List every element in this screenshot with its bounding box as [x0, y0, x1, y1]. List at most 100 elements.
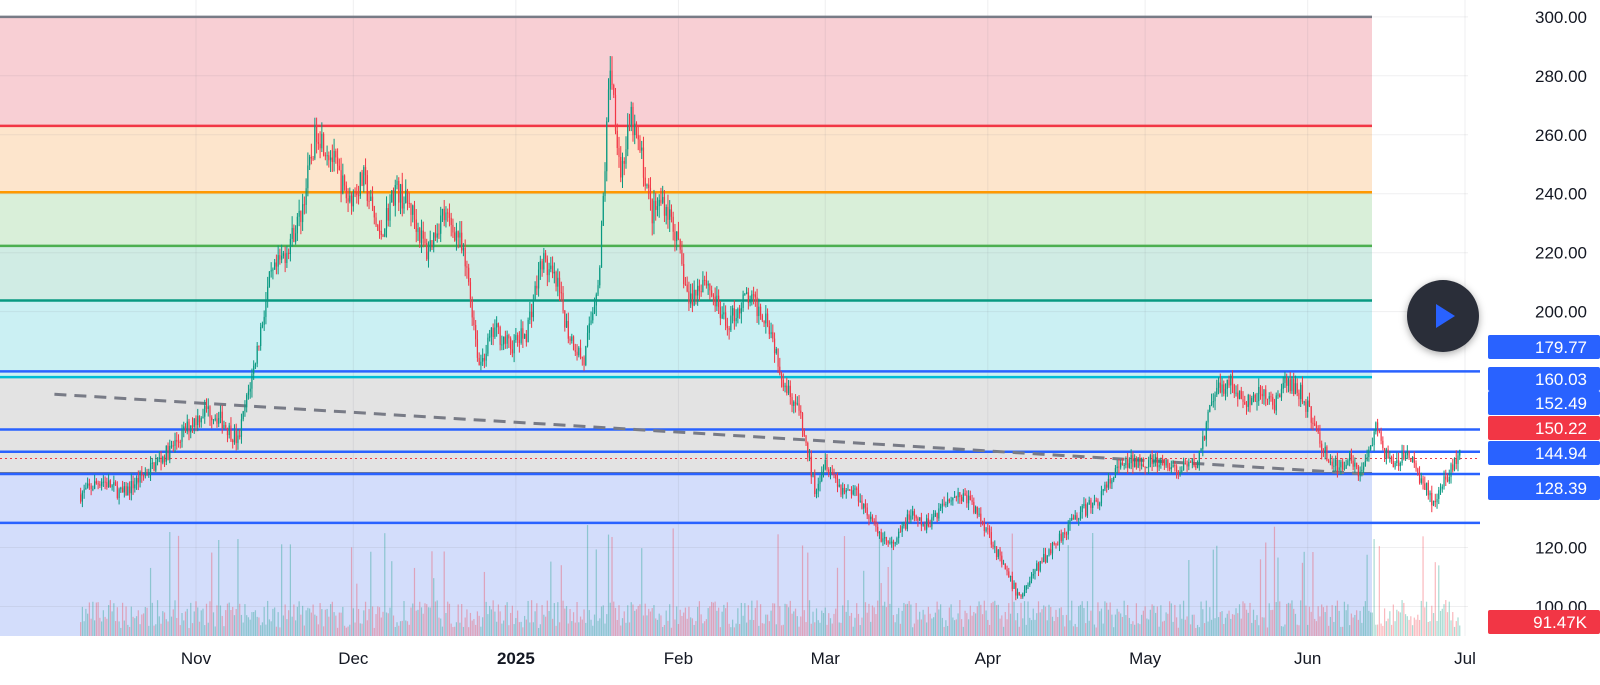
volume-bar: [637, 605, 639, 636]
candle-body: [1434, 500, 1436, 503]
candle-body: [738, 308, 741, 314]
volume-bar: [544, 616, 547, 636]
candle-body: [564, 310, 566, 328]
volume-bar: [836, 567, 839, 636]
volume-bar: [1301, 562, 1304, 636]
candle-body: [565, 320, 568, 328]
volume-bar: [1270, 610, 1272, 636]
volume-bar: [773, 603, 776, 636]
volume-bar: [763, 623, 765, 636]
volume-bar: [408, 624, 410, 636]
candle-body: [840, 484, 842, 495]
volume-bar: [249, 619, 251, 636]
candle-body: [929, 525, 931, 527]
candle-body: [1175, 466, 1178, 472]
volume-bar: [384, 533, 386, 636]
candle-body: [800, 410, 802, 414]
candle-body: [305, 188, 307, 205]
candle-body: [309, 156, 311, 166]
candle-body: [688, 291, 690, 304]
candle-body: [777, 349, 779, 367]
volume-bar: [978, 601, 980, 636]
volume-bar: [118, 621, 120, 636]
volume-bar: [1273, 526, 1276, 636]
candle-body: [618, 147, 620, 157]
candle-body: [225, 424, 227, 428]
volume-bar: [670, 627, 673, 636]
replay-play-button[interactable]: [1407, 280, 1479, 352]
candle-body: [1081, 505, 1083, 513]
volume-bar: [614, 607, 617, 636]
candle-body: [894, 542, 896, 544]
volume-bar: [711, 601, 713, 636]
volume-bar: [134, 618, 136, 636]
candle-body: [1338, 467, 1340, 471]
candle-body: [768, 326, 770, 335]
volume-bar: [270, 621, 272, 636]
volume-bar: [1226, 613, 1228, 636]
volume-bar: [747, 605, 749, 636]
volume-bar: [1282, 626, 1284, 636]
volume-bar: [494, 611, 496, 636]
candle-body: [1051, 543, 1054, 554]
volume-bar: [749, 619, 751, 636]
candle-body: [812, 475, 814, 477]
candle-body: [625, 149, 627, 164]
candle-body: [1240, 390, 1242, 400]
candle-body: [810, 456, 812, 477]
volume-bar: [770, 610, 772, 636]
candle-body: [286, 252, 288, 263]
volume-bar: [1396, 609, 1398, 636]
volume-bar: [672, 528, 674, 636]
candle-body: [520, 328, 522, 343]
volume-bar: [691, 618, 694, 636]
volume-bar: [1170, 603, 1172, 636]
volume-bar: [172, 609, 174, 636]
candle-body: [1383, 448, 1386, 459]
candle-body: [759, 306, 762, 316]
volume-bar: [1081, 601, 1083, 636]
volume-bar: [1228, 610, 1230, 636]
candle-body: [1046, 555, 1048, 563]
candle-body: [232, 440, 234, 443]
candle-body: [1317, 428, 1319, 433]
volume-bar: [740, 602, 742, 636]
volume-bar: [174, 600, 176, 636]
candle-body: [756, 297, 758, 317]
time-axis[interactable]: Nov Dec 2025 Feb Mar Apr May Jun Jul: [0, 636, 1600, 685]
volume-bar: [658, 613, 660, 636]
candle-body: [1308, 400, 1311, 407]
candle-body: [896, 538, 898, 543]
volume-bar: [766, 614, 769, 636]
volume-bar: [419, 601, 421, 636]
volume-bar: [705, 619, 708, 636]
volume-bar: [607, 534, 610, 636]
volume-bar: [946, 625, 949, 636]
candle-body: [452, 224, 454, 233]
volume-bar: [1401, 600, 1403, 636]
volume-bar: [922, 609, 924, 636]
volume-bar: [1371, 612, 1373, 636]
candle-body: [412, 205, 414, 215]
volume-bar: [690, 617, 692, 636]
volume-bar: [553, 603, 555, 636]
volume-bar: [312, 604, 314, 636]
candle-body: [128, 486, 131, 494]
candle-body: [1403, 452, 1405, 460]
candle-body: [723, 312, 725, 315]
candle-body: [1174, 464, 1176, 467]
candle-body: [1181, 470, 1183, 472]
candle-body: [340, 170, 342, 194]
volume-bar: [149, 567, 152, 636]
volume-bar: [459, 622, 461, 636]
volume-bar: [1174, 604, 1176, 636]
candle-body: [354, 191, 356, 193]
volume-bar: [258, 617, 260, 636]
candle-body: [567, 320, 569, 339]
candle-body: [174, 439, 176, 446]
volume-bar: [709, 606, 711, 636]
candle-body: [511, 349, 513, 354]
candle-body: [856, 488, 858, 490]
volume-bar: [317, 624, 319, 636]
